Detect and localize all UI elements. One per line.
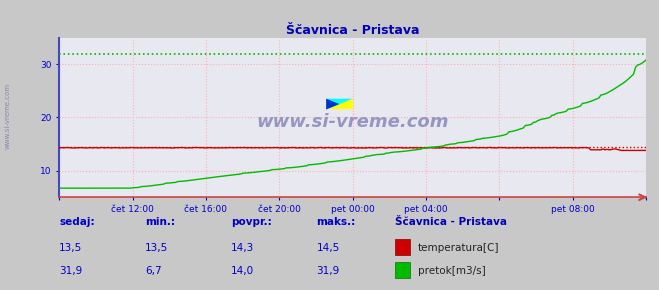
Text: temperatura[C]: temperatura[C] [418,243,500,253]
Text: povpr.:: povpr.: [231,217,272,227]
Text: 14,5: 14,5 [316,243,339,253]
Text: sedaj:: sedaj: [59,217,95,227]
Text: www.si-vreme.com: www.si-vreme.com [5,83,11,149]
Text: 31,9: 31,9 [59,266,82,276]
Text: 6,7: 6,7 [145,266,161,276]
Polygon shape [326,99,353,109]
Text: min.:: min.: [145,217,175,227]
Text: 13,5: 13,5 [59,243,82,253]
Text: maks.:: maks.: [316,217,356,227]
Text: 14,0: 14,0 [231,266,254,276]
Text: 14,3: 14,3 [231,243,254,253]
Text: www.si-vreme.com: www.si-vreme.com [256,113,449,131]
Text: Ščavnica - Pristava: Ščavnica - Pristava [395,217,507,227]
Title: Ščavnica - Pristava: Ščavnica - Pristava [286,23,419,37]
Text: 31,9: 31,9 [316,266,339,276]
Text: 13,5: 13,5 [145,243,168,253]
Polygon shape [326,99,353,109]
Text: pretok[m3/s]: pretok[m3/s] [418,266,486,276]
Polygon shape [326,99,339,109]
